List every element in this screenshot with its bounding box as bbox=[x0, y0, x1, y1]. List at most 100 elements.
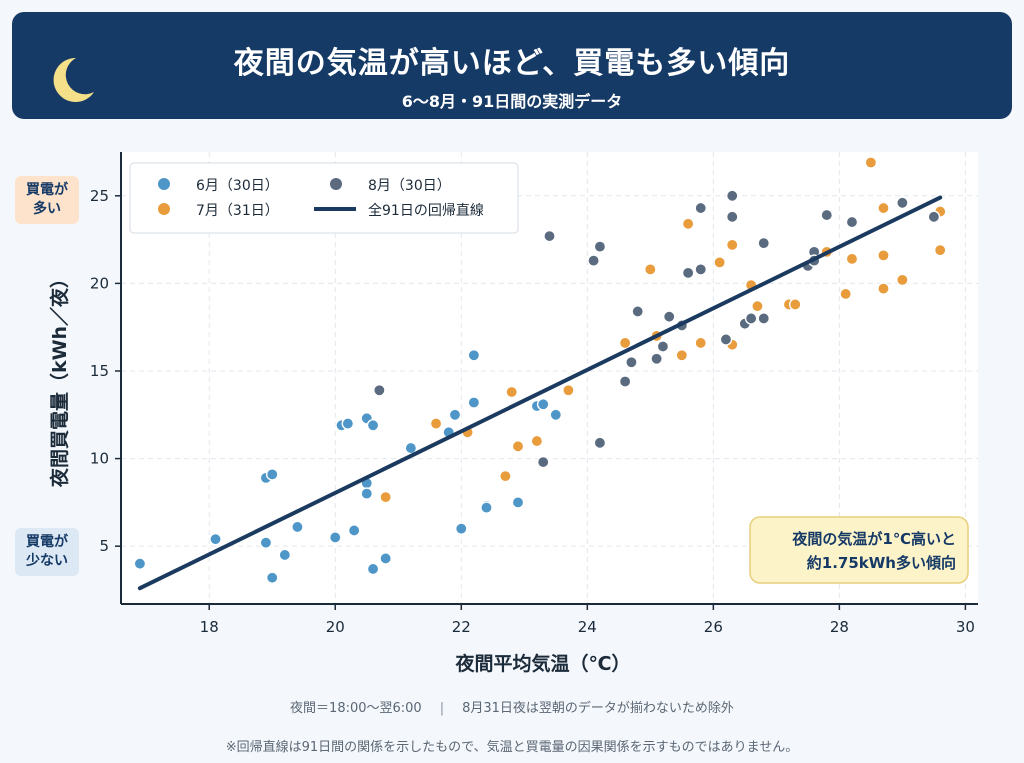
high-purchase-label: 買電が 多い bbox=[15, 176, 79, 224]
data-point-june bbox=[278, 548, 292, 562]
data-point-july bbox=[713, 256, 726, 269]
y-tick-label: 15 bbox=[90, 362, 109, 380]
data-point-june bbox=[467, 348, 481, 362]
data-point-july bbox=[530, 434, 544, 448]
data-point-june bbox=[366, 419, 380, 432]
data-point-august bbox=[631, 305, 645, 318]
legend: 6月（30日） 7月（31日） 8月（30日） 全91日の回帰直線 bbox=[129, 162, 519, 234]
x-tick-label: 22 bbox=[452, 618, 471, 636]
legend-marker-july bbox=[158, 203, 170, 215]
x-tick-label: 18 bbox=[200, 618, 219, 636]
footnote-night-definition: 夜間＝18:00〜翌6:00 bbox=[290, 701, 422, 716]
data-point-august bbox=[543, 229, 556, 243]
axis-ticks: 18 20 22 24 26 28 30 5 10 15 20 25 bbox=[90, 187, 975, 636]
data-point-august bbox=[536, 455, 550, 469]
data-points bbox=[133, 156, 947, 585]
data-point-august bbox=[662, 310, 676, 323]
data-point-july bbox=[877, 201, 890, 215]
data-point-june bbox=[480, 501, 493, 514]
data-point-june bbox=[448, 408, 462, 422]
data-point-june bbox=[511, 496, 525, 509]
data-point-june bbox=[366, 562, 380, 576]
data-point-june bbox=[328, 531, 342, 544]
page-subtitle: 6〜8月・91日間の実測データ bbox=[401, 92, 623, 111]
data-point-june bbox=[291, 520, 304, 534]
low-purchase-label: 買電が 少ない bbox=[15, 528, 79, 576]
y-tick-label: 25 bbox=[90, 187, 109, 205]
legend-marker-june bbox=[158, 178, 170, 190]
regression-line bbox=[137, 195, 943, 591]
x-tick-label: 20 bbox=[326, 618, 345, 636]
header-banner: 夜間の気温が高いほど、買電も多い傾向 6〜8月・91日間の実測データ bbox=[12, 12, 1012, 119]
data-point-july bbox=[505, 385, 518, 399]
data-point-july bbox=[511, 440, 525, 453]
data-point-august bbox=[757, 312, 771, 325]
data-point-july bbox=[896, 273, 909, 287]
data-point-july bbox=[788, 298, 802, 311]
data-point-august bbox=[744, 312, 758, 325]
data-point-july bbox=[877, 282, 890, 295]
annotation-line1: 夜間の気温が1℃高いと bbox=[791, 530, 956, 548]
x-tick-label: 24 bbox=[578, 618, 597, 636]
data-point-july bbox=[681, 217, 695, 231]
data-point-august bbox=[587, 254, 600, 267]
data-point-june bbox=[133, 557, 147, 571]
x-tick-label: 28 bbox=[830, 618, 849, 636]
data-point-june bbox=[360, 487, 374, 500]
data-point-august bbox=[618, 375, 632, 388]
footnote-definitions: 夜間＝18:00〜翌6:00 | 8月31日夜は翌朝のデータが揃わないため除外 bbox=[0, 697, 1024, 716]
legend-marker-august bbox=[330, 178, 342, 190]
y-axis-label: 夜間買電量（kWh／夜） bbox=[48, 269, 71, 488]
data-point-august bbox=[896, 196, 909, 210]
footnote-separator: | bbox=[439, 701, 445, 716]
data-point-august bbox=[725, 189, 739, 203]
data-point-august bbox=[625, 355, 638, 369]
x-axis-label: 夜間平均気温（℃） bbox=[454, 652, 630, 675]
legend-label-june: 6月（30日） bbox=[196, 178, 279, 194]
slope-annotation: 夜間の気温が1℃高いと 約1.75kWh多い傾向 bbox=[749, 516, 969, 584]
data-point-july bbox=[877, 249, 890, 262]
data-point-august bbox=[373, 383, 386, 397]
x-tick-label: 26 bbox=[704, 618, 723, 636]
data-point-june bbox=[347, 524, 361, 537]
page-title: 夜間の気温が高いほど、買電も多い傾向 bbox=[233, 46, 791, 81]
data-point-july bbox=[675, 348, 689, 362]
data-point-july bbox=[845, 252, 859, 266]
data-point-july bbox=[751, 299, 764, 313]
data-point-august bbox=[719, 333, 733, 346]
data-point-june bbox=[379, 552, 392, 565]
footnote-exclusion: 8月31日夜は翌朝のデータが揃わないため除外 bbox=[462, 701, 734, 716]
data-point-july bbox=[933, 243, 947, 257]
data-point-june bbox=[209, 532, 222, 546]
data-point-august bbox=[681, 266, 695, 280]
data-point-june bbox=[265, 468, 279, 481]
data-point-august bbox=[650, 352, 663, 366]
data-point-june bbox=[536, 397, 550, 411]
data-point-august bbox=[593, 240, 607, 253]
y-tick-label: 10 bbox=[90, 450, 109, 468]
crescent-moon-icon bbox=[53, 57, 94, 102]
data-point-july bbox=[839, 287, 852, 301]
data-point-august bbox=[593, 436, 607, 450]
data-point-august bbox=[845, 215, 859, 229]
legend-label-august: 8月（30日） bbox=[368, 178, 451, 194]
footnote-disclaimer: ※回帰直線は91日間の関係を示したもので、気温と買電量の因果関係を示すものではあ… bbox=[225, 740, 799, 755]
data-point-july bbox=[864, 156, 878, 169]
legend-label-regression: 全91日の回帰直線 bbox=[368, 202, 484, 219]
data-point-august bbox=[694, 201, 708, 215]
data-point-august bbox=[656, 340, 670, 353]
y-tick-label: 20 bbox=[90, 274, 109, 292]
data-point-august bbox=[820, 208, 834, 222]
data-point-august bbox=[757, 236, 771, 250]
y-tick-label: 5 bbox=[99, 537, 109, 555]
data-point-july bbox=[618, 336, 632, 350]
data-point-july bbox=[562, 383, 575, 397]
data-point-july bbox=[644, 263, 657, 276]
scatter-chart: 18 20 22 24 26 28 30 5 10 15 20 25 夜間平均気温（℃） 夜間買電量（… bbox=[48, 152, 978, 675]
data-point-august bbox=[694, 263, 708, 276]
data-point-july bbox=[379, 490, 392, 504]
data-point-july bbox=[694, 336, 708, 350]
annotation-line2: 約1.75kWh多い傾向 bbox=[807, 554, 956, 572]
data-point-july bbox=[725, 238, 739, 252]
data-point-june bbox=[341, 417, 355, 430]
